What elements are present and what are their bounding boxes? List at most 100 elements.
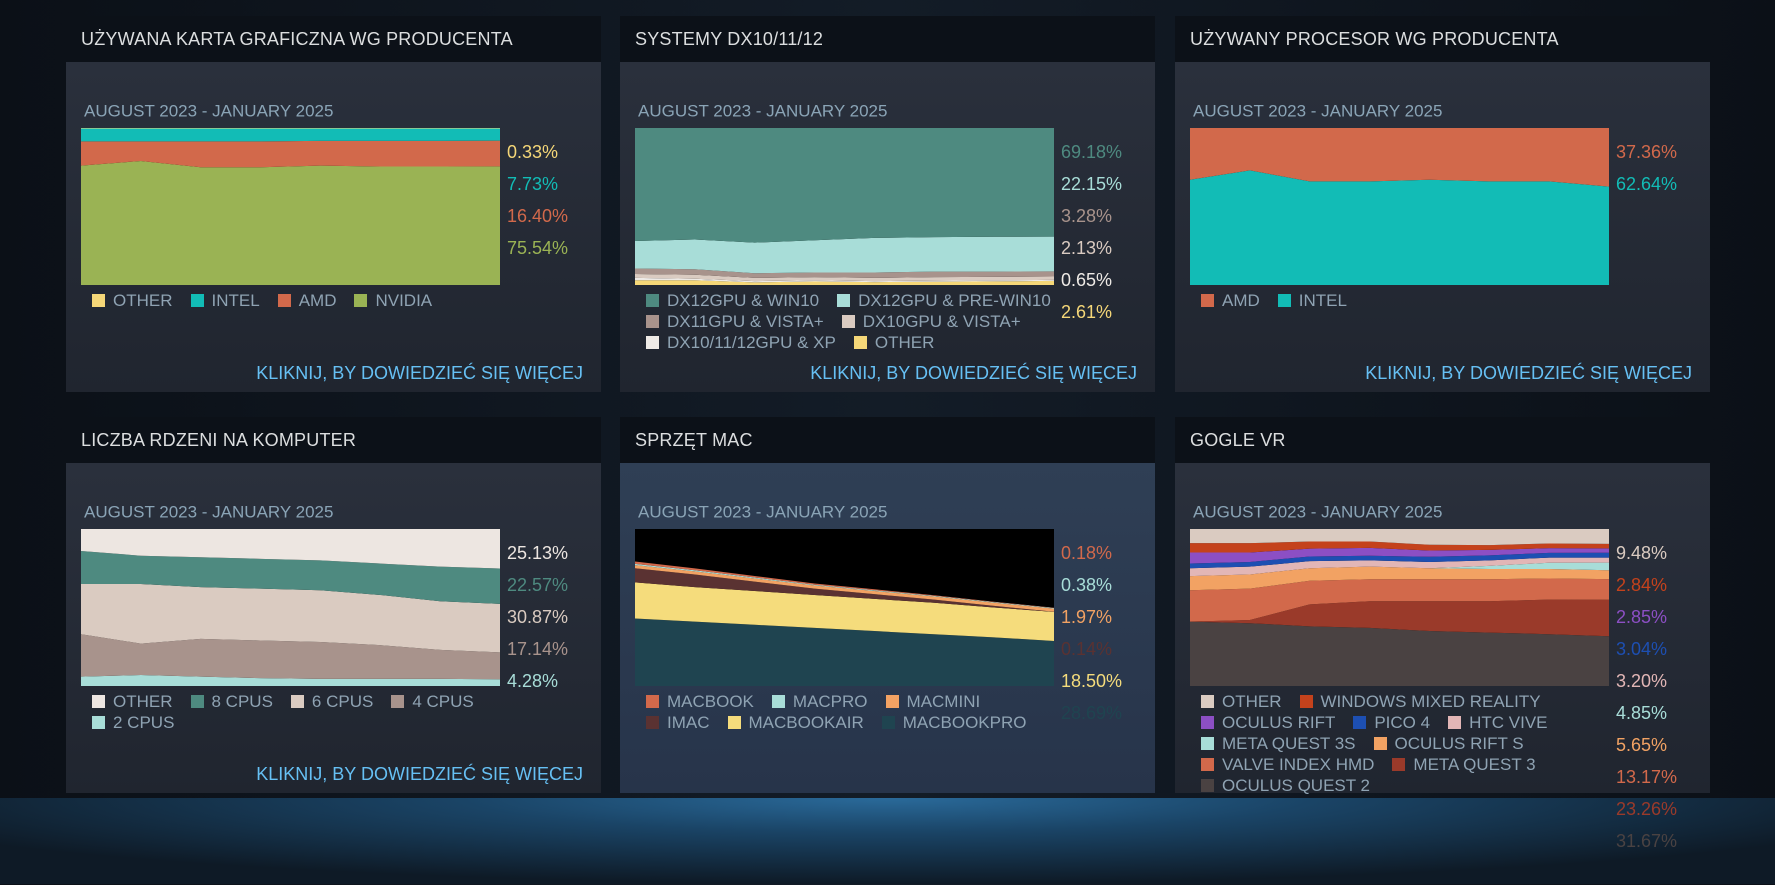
legend-item: OCULUS RIFT S bbox=[1373, 733, 1524, 754]
panel-title: SYSTEMY DX10/11/12 bbox=[620, 16, 1155, 62]
legend-label: MACPRO bbox=[792, 692, 868, 711]
legend-item: 4 CPUS bbox=[391, 691, 474, 712]
area-series bbox=[1190, 128, 1609, 187]
area-series bbox=[81, 675, 500, 686]
more-link[interactable]: KLIKNIJ, BY DOWIEDZIEĆ SIĘ WIĘCEJ bbox=[1365, 362, 1692, 383]
legend-label: 8 CPUS bbox=[211, 692, 273, 711]
legend-label: DX10/11/12GPU & XP bbox=[667, 333, 836, 352]
chart: AUGUST 2023 - JANUARY 2025 25.13% 22.57% 30… bbox=[81, 502, 583, 784]
value-label: 28.69% bbox=[1061, 703, 1122, 723]
legend-item: MACPRO bbox=[771, 691, 868, 712]
legend-item: DX10/11/12GPU & XP bbox=[646, 332, 836, 353]
value-label: 62.64% bbox=[1616, 174, 1677, 194]
legend-swatch bbox=[1201, 716, 1214, 729]
legend-label: DX10GPU & VISTA+ bbox=[862, 312, 1021, 331]
legend: AMD INTEL bbox=[1201, 290, 1611, 311]
legend-swatch bbox=[92, 294, 105, 307]
legend-item: OTHER bbox=[1201, 691, 1282, 712]
legend-swatch bbox=[771, 695, 785, 708]
legend-label: OTHER bbox=[874, 333, 935, 352]
area-series bbox=[1190, 599, 1609, 637]
panel: GOGLE VR AUGUST 2023 - JANUARY 2025 9.48% 2… bbox=[1175, 417, 1710, 851]
legend-label: OCULUS QUEST 2 bbox=[1222, 776, 1371, 795]
legend-label: META QUEST 3 bbox=[1413, 755, 1536, 774]
legend-swatch bbox=[646, 695, 659, 708]
more-link[interactable]: KLIKNIJ, BY DOWIEDZIEĆ SIĘ WIĘCEJ bbox=[256, 362, 583, 383]
legend: OTHER WINDOWS MIXED REALITY OCULUS RIFT PIC… bbox=[1201, 691, 1611, 796]
legend-swatch bbox=[92, 716, 105, 729]
value-label: 2.61% bbox=[1061, 302, 1112, 322]
legend-swatch bbox=[391, 695, 405, 708]
value-label: 22.15% bbox=[1061, 174, 1122, 194]
legend-swatch bbox=[646, 294, 659, 307]
legend-swatch bbox=[1373, 737, 1387, 750]
value-label: 9.48% bbox=[1616, 543, 1667, 563]
value-label: 7.73% bbox=[507, 174, 558, 194]
legend-item: 8 CPUS bbox=[190, 691, 273, 712]
legend-swatch bbox=[1277, 294, 1291, 307]
legend-label: HTC VIVE bbox=[1469, 713, 1548, 732]
area-series bbox=[1190, 562, 1609, 577]
value-label: 23.26% bbox=[1616, 799, 1677, 819]
legend-item: NVIDIA bbox=[354, 290, 432, 311]
legend-swatch bbox=[1201, 737, 1214, 750]
area-series bbox=[1190, 170, 1609, 285]
area-series bbox=[635, 618, 1054, 686]
panel: UŻYWANY PROCESOR WG PRODUCENTA AUGUST 202… bbox=[1175, 16, 1710, 392]
legend-label: VALVE INDEX HMD bbox=[1222, 755, 1375, 774]
chart-subtitle: AUGUST 2023 - JANUARY 2025 bbox=[84, 101, 333, 120]
area-series bbox=[81, 634, 500, 680]
legend-label: DX11GPU & VISTA+ bbox=[667, 312, 824, 331]
legend-swatch bbox=[885, 695, 899, 708]
legend-label: AMD bbox=[298, 291, 337, 310]
area-series bbox=[81, 140, 500, 168]
area-series bbox=[81, 160, 500, 285]
chart-subtitle: AUGUST 2023 - JANUARY 2025 bbox=[84, 502, 333, 521]
area-series bbox=[635, 563, 1054, 609]
value-label: 31.67% bbox=[1616, 831, 1677, 851]
legend-swatch bbox=[190, 695, 204, 708]
value-label: 4.28% bbox=[507, 671, 558, 691]
value-label: 2.84% bbox=[1616, 575, 1667, 595]
legend-label: MACBOOKAIR bbox=[748, 713, 864, 732]
legend-swatch bbox=[1448, 716, 1462, 729]
legend-label: MACBOOKPRO bbox=[902, 713, 1027, 732]
legend-swatch bbox=[841, 315, 855, 328]
value-label: 0.14% bbox=[1061, 639, 1112, 659]
legend-swatch bbox=[881, 716, 895, 729]
legend: OTHER INTEL AMD NVIDIA bbox=[92, 290, 502, 311]
legend-item: HTC VIVE bbox=[1448, 712, 1548, 733]
legend-item: OTHER bbox=[92, 691, 173, 712]
background-glow bbox=[0, 798, 1775, 884]
value-label: 0.18% bbox=[1061, 543, 1112, 563]
legend-item: META QUEST 3S bbox=[1201, 733, 1356, 754]
legend-item: INTEL bbox=[1277, 290, 1347, 311]
chart-subtitle: AUGUST 2023 - JANUARY 2025 bbox=[1193, 101, 1442, 120]
legend-label: META QUEST 3S bbox=[1222, 734, 1356, 753]
value-label: 5.65% bbox=[1616, 735, 1667, 755]
area-series bbox=[635, 565, 1054, 612]
more-link[interactable]: KLIKNIJ, BY DOWIEDZIEĆ SIĘ WIĘCEJ bbox=[256, 763, 583, 784]
legend-label: DX12GPU & PRE-WIN10 bbox=[858, 291, 1051, 310]
area-series bbox=[635, 268, 1054, 278]
legend-label: OTHER bbox=[113, 291, 173, 310]
chart: AUGUST 2023 - JANUARY 2025 69.18% 22.15% 3.… bbox=[635, 101, 1137, 383]
legend-label: AMD bbox=[1222, 291, 1260, 310]
area-series bbox=[635, 274, 1054, 282]
legend-swatch bbox=[277, 294, 291, 307]
legend-item: DX12GPU & WIN10 bbox=[646, 290, 819, 311]
legend-item: DX11GPU & VISTA+ bbox=[646, 311, 824, 332]
value-label: 17.14% bbox=[507, 639, 568, 659]
legend-item: IMAC bbox=[646, 712, 710, 733]
panel: UŻYWANA KARTA GRAFICZNA WG PRODUCENTA AUG… bbox=[66, 16, 601, 392]
legend-item: AMD bbox=[277, 290, 337, 311]
value-label: 13.17% bbox=[1616, 767, 1677, 787]
area-series bbox=[1190, 547, 1609, 564]
legend-swatch bbox=[1201, 695, 1214, 708]
area-series bbox=[1190, 541, 1609, 553]
area-series bbox=[1190, 566, 1609, 591]
area-series bbox=[81, 128, 500, 142]
panel-title: UŻYWANY PROCESOR WG PRODUCENTA bbox=[1175, 16, 1710, 62]
more-link[interactable]: KLIKNIJ, BY DOWIEDZIEĆ SIĘ WIĘCEJ bbox=[810, 362, 1137, 383]
